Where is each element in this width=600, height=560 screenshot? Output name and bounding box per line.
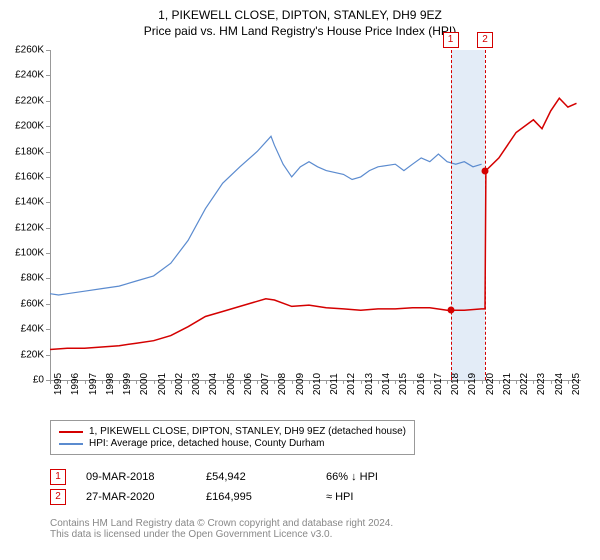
sale-rows: 1 09-MAR-2018 £54,942 66% ↓ HPI 2 27-MAR-2020… xyxy=(50,465,426,509)
x-tick-label: 2003 xyxy=(191,373,202,395)
x-tick-label: 1995 xyxy=(53,373,64,395)
x-tick-label: 2015 xyxy=(398,373,409,395)
sale-date: 27-MAR-2020 xyxy=(86,491,186,503)
x-tick-label: 2002 xyxy=(174,373,185,395)
legend-text: HPI: Average price, detached house, Coun… xyxy=(89,438,325,449)
y-tick-label: £240K xyxy=(15,70,44,81)
x-tick-label: 1996 xyxy=(70,373,81,395)
x-tick-label: 2001 xyxy=(157,373,168,395)
sale-price: £164,995 xyxy=(206,491,306,503)
chart-area: £0£20K£40K£60K£80K£100K£120K£140K£160K£1… xyxy=(50,50,580,380)
marker-dot xyxy=(447,307,454,314)
sale-marker: 2 xyxy=(50,489,66,505)
y-tick-label: £80K xyxy=(21,273,44,284)
legend-swatch xyxy=(59,443,83,445)
y-tick-label: £220K xyxy=(15,95,44,106)
series-line xyxy=(50,98,577,349)
x-tick-label: 2012 xyxy=(346,373,357,395)
y-tick-label: £140K xyxy=(15,197,44,208)
title-subtitle: Price paid vs. HM Land Registry's House … xyxy=(0,24,600,38)
x-tick-label: 2021 xyxy=(502,373,513,395)
y-tick-label: £100K xyxy=(15,248,44,259)
y-tick-label: £160K xyxy=(15,171,44,182)
legend-text: 1, PIKEWELL CLOSE, DIPTON, STANLEY, DH9 … xyxy=(89,426,406,437)
x-tick-label: 2014 xyxy=(381,373,392,395)
marker-line xyxy=(485,50,486,380)
legend: 1, PIKEWELL CLOSE, DIPTON, STANLEY, DH9 … xyxy=(50,420,415,455)
sale-row: 1 09-MAR-2018 £54,942 66% ↓ HPI xyxy=(50,469,426,485)
sale-price: £54,942 xyxy=(206,471,306,483)
marker-line xyxy=(451,50,452,380)
marker-label: 2 xyxy=(477,32,493,48)
y-tick-label: £120K xyxy=(15,222,44,233)
x-tick-label: 2018 xyxy=(450,373,461,395)
x-tick-label: 1997 xyxy=(88,373,99,395)
x-tick-label: 2022 xyxy=(519,373,530,395)
x-tick-label: 2009 xyxy=(295,373,306,395)
x-tick-label: 2023 xyxy=(536,373,547,395)
x-tick-label: 2007 xyxy=(260,373,271,395)
footer-line1: Contains HM Land Registry data © Crown c… xyxy=(50,518,393,529)
line-series-svg xyxy=(50,50,580,380)
legend-swatch xyxy=(59,431,83,433)
x-tick-label: 2006 xyxy=(243,373,254,395)
y-tick-label: £60K xyxy=(21,298,44,309)
x-tick-label: 2019 xyxy=(467,373,478,395)
y-tick-label: £260K xyxy=(15,45,44,56)
sale-vs-hpi: 66% ↓ HPI xyxy=(326,471,426,483)
sale-date: 09-MAR-2018 xyxy=(86,471,186,483)
x-tick-label: 2016 xyxy=(416,373,427,395)
x-tick-label: 2013 xyxy=(364,373,375,395)
x-tick-label: 2017 xyxy=(433,373,444,395)
legend-item: HPI: Average price, detached house, Coun… xyxy=(59,438,406,449)
x-tick-label: 2008 xyxy=(277,373,288,395)
x-tick-label: 1998 xyxy=(105,373,116,395)
title-address: 1, PIKEWELL CLOSE, DIPTON, STANLEY, DH9 … xyxy=(0,8,600,22)
sale-vs-hpi: ≈ HPI xyxy=(326,491,426,503)
x-tick-label: 1999 xyxy=(122,373,133,395)
y-tick-label: £200K xyxy=(15,121,44,132)
title-block: 1, PIKEWELL CLOSE, DIPTON, STANLEY, DH9 … xyxy=(0,0,600,38)
y-tick-label: £0 xyxy=(33,375,44,386)
x-tick-label: 2020 xyxy=(485,373,496,395)
x-tick-label: 2000 xyxy=(139,373,150,395)
marker-label: 1 xyxy=(443,32,459,48)
x-tick-label: 2004 xyxy=(208,373,219,395)
x-tick-label: 2005 xyxy=(226,373,237,395)
legend-item: 1, PIKEWELL CLOSE, DIPTON, STANLEY, DH9 … xyxy=(59,426,406,437)
x-tick-label: 2010 xyxy=(312,373,323,395)
footer: Contains HM Land Registry data © Crown c… xyxy=(50,518,393,540)
series-line xyxy=(50,136,482,295)
x-tick-label: 2025 xyxy=(571,373,582,395)
sale-row: 2 27-MAR-2020 £164,995 ≈ HPI xyxy=(50,489,426,505)
x-tick-label: 2011 xyxy=(329,373,340,395)
y-tick-label: £20K xyxy=(21,349,44,360)
footer-line2: This data is licensed under the Open Gov… xyxy=(50,529,393,540)
x-tick-label: 2024 xyxy=(554,373,565,395)
sale-marker: 1 xyxy=(50,469,66,485)
chart-container: 1, PIKEWELL CLOSE, DIPTON, STANLEY, DH9 … xyxy=(0,0,600,560)
y-tick-label: £180K xyxy=(15,146,44,157)
marker-dot xyxy=(482,167,489,174)
y-tick-label: £40K xyxy=(21,324,44,335)
